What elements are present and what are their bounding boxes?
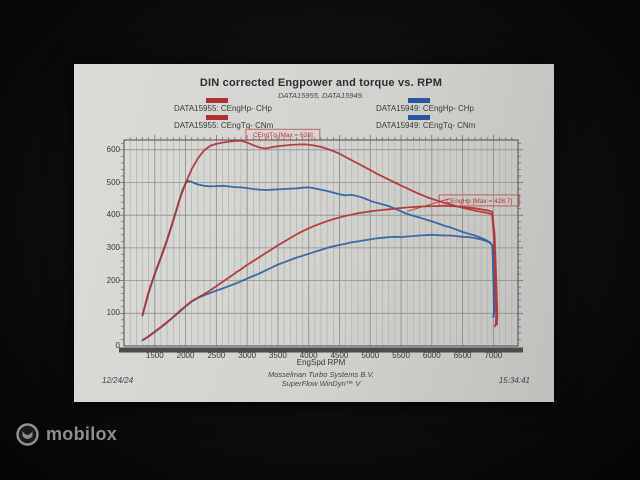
curve-data15955-cenghp-chp bbox=[141, 204, 499, 341]
x-tick-label: 4000 bbox=[299, 351, 318, 360]
legend-swatch-icon bbox=[206, 98, 228, 103]
x-tick-label: 1500 bbox=[145, 351, 164, 360]
legend-swatch-icon bbox=[408, 98, 430, 103]
legend-label: DATA15949: CEngHp- CHp bbox=[376, 104, 474, 113]
page-subtitle: DATA15955, DATA15949. bbox=[278, 91, 364, 100]
y-tick-label: 100 bbox=[106, 308, 120, 318]
legend-label: DATA15949: CEngTq- CNm bbox=[376, 121, 476, 130]
legend-entry: DATA15955: CEngTq- CNm bbox=[174, 115, 273, 130]
y-tick-label: 400 bbox=[106, 210, 120, 220]
mobilox-brand-text: mobilox bbox=[46, 424, 118, 444]
y-tick-label: 0 bbox=[115, 341, 120, 350]
dyno-chart-plot: CEngTq [Max = 628] CEngHp [Max = 428.7] bbox=[119, 128, 523, 353]
y-tick-label: 300 bbox=[106, 242, 120, 252]
legend-group-left: DATA15955: CEngHp- CHp DATA15955: CEngTq-… bbox=[174, 98, 273, 132]
y-tick-label: 200 bbox=[106, 275, 120, 285]
curve-data15949-cengtq-cnm bbox=[141, 180, 495, 319]
footer-date: 12/24/24 bbox=[102, 376, 134, 385]
x-tick-label: 6000 bbox=[422, 351, 441, 360]
watermark: mobilox bbox=[16, 423, 117, 446]
x-tick-label: 4500 bbox=[330, 351, 349, 360]
legend-swatch-icon bbox=[206, 115, 228, 120]
x-tick-label: 2500 bbox=[207, 351, 226, 360]
legend-label: DATA15955: CEngHp- CHp bbox=[174, 104, 272, 113]
dyno-report-paper: DIN corrected Engpower and torque vs. RP… bbox=[74, 64, 554, 402]
annotation-box bbox=[438, 194, 520, 207]
x-tick-label: 5000 bbox=[361, 351, 380, 360]
x-tick-label: 5500 bbox=[392, 351, 410, 360]
mobilox-logo-icon bbox=[16, 423, 39, 446]
annotation-leader bbox=[407, 198, 450, 212]
x-tick-label: 3500 bbox=[269, 351, 287, 360]
x-axis-label: EngSpd RPM bbox=[296, 358, 346, 367]
x-axis-bar bbox=[119, 347, 523, 353]
legend-swatch-icon bbox=[408, 115, 430, 120]
legend-group-right: DATA15949: CEngHp- CHp DATA15949: CEngTq-… bbox=[376, 98, 475, 132]
legend-label: DATA15955: CEngTq- CNm bbox=[174, 121, 274, 130]
y-tick-label: 600 bbox=[106, 144, 120, 154]
x-tick-label: 6500 bbox=[453, 351, 472, 360]
x-tick-label: 3000 bbox=[238, 351, 257, 360]
footer-center: Mosselman Turbo Systems B.V. SuperFlow W… bbox=[124, 370, 518, 388]
annotation-text: CEngTq [Max = 628] bbox=[253, 132, 313, 139]
y-tick-label: 500 bbox=[106, 177, 120, 187]
legend-entry: DATA15949: CEngTq- CNm bbox=[376, 115, 475, 130]
legend-entry: DATA15949: CEngHp- CHp bbox=[376, 98, 475, 113]
footer-software: SuperFlow WinDyn™ V bbox=[281, 379, 361, 388]
page-title: DIN corrected Engpower and torque vs. RP… bbox=[199, 77, 443, 89]
annotation-box bbox=[245, 128, 321, 141]
x-tick-label: 7000 bbox=[484, 351, 503, 360]
x-tick-label: 2000 bbox=[176, 351, 195, 360]
curve-data15949-cenghp-chp bbox=[141, 233, 496, 342]
footer-time: 15:34:41 bbox=[498, 376, 530, 385]
annotation-text: CEngHp [Max = 428.7] bbox=[446, 198, 512, 205]
footer-company: Mosselman Turbo Systems B.V. bbox=[267, 370, 374, 379]
legend-entry: DATA15955: CEngHp- CHp bbox=[174, 98, 273, 113]
